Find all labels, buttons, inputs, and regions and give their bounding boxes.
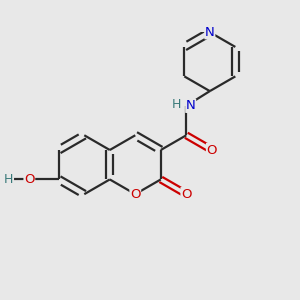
Text: N: N <box>205 26 215 39</box>
Text: H: H <box>4 173 14 186</box>
Text: O: O <box>130 188 140 201</box>
Text: H: H <box>171 98 181 111</box>
Text: O: O <box>24 173 34 186</box>
Text: O: O <box>206 143 217 157</box>
Text: O: O <box>181 188 191 201</box>
Text: N: N <box>186 99 196 112</box>
